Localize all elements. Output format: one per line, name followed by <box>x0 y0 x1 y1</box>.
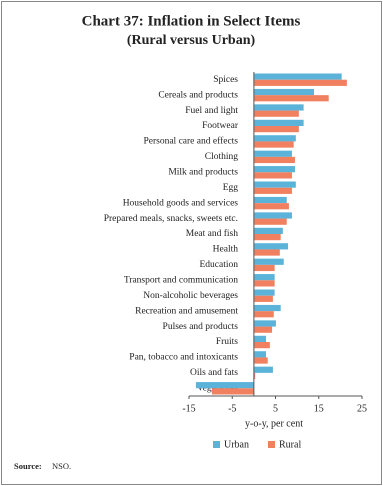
x-tick-label: 15 <box>314 403 324 414</box>
bar <box>253 104 304 111</box>
category-label: Meat and fish <box>186 228 238 239</box>
category-label: Cereals and products <box>158 90 238 100</box>
chart-subtitle: (Rural versus Urban) <box>127 33 256 48</box>
category-label: Fuel and light <box>185 106 238 116</box>
bar <box>253 126 299 133</box>
source-label: Source: <box>14 461 42 471</box>
x-tick-label: 25 <box>357 403 367 414</box>
bar <box>253 135 296 142</box>
bar <box>253 73 342 80</box>
category-label: Pan, tobacco and intoxicants <box>129 353 238 363</box>
category-label: Prepared meals, snacks, sweets etc. <box>104 214 238 224</box>
bar <box>211 388 254 395</box>
legend-swatch <box>268 441 275 448</box>
bar <box>253 218 287 225</box>
category-label: Household goods and services <box>123 198 239 208</box>
legend-swatch <box>213 441 220 448</box>
bar <box>253 357 268 364</box>
bar <box>253 166 295 173</box>
category-label: Fruits <box>216 337 238 347</box>
category-label: Transport and communication <box>124 275 238 285</box>
bar <box>253 289 275 296</box>
bar <box>253 280 275 287</box>
bar <box>253 234 281 241</box>
bar <box>253 88 314 96</box>
x-tick-label: -5 <box>228 403 236 414</box>
bar <box>253 227 283 234</box>
bar <box>195 382 254 389</box>
category-label: Oils and fats <box>190 367 238 378</box>
bar <box>253 119 304 126</box>
legend-label: Urban <box>224 439 249 450</box>
category-label: Personal care and effects <box>143 136 238 147</box>
bar <box>253 150 292 157</box>
bar <box>253 335 266 342</box>
bar <box>253 212 292 219</box>
category-label: Recreation and amusement <box>135 306 238 316</box>
bar <box>253 243 289 250</box>
category-label: Non-alcoholic beverages <box>143 291 238 301</box>
bar <box>253 203 289 210</box>
bar <box>253 274 275 281</box>
bar <box>253 181 296 188</box>
category-label: Pulses and products <box>163 322 239 332</box>
bar <box>253 366 273 373</box>
bar <box>253 156 295 164</box>
bar <box>253 295 273 302</box>
category-label: Clothing <box>205 152 239 162</box>
bar <box>253 110 299 117</box>
bar <box>253 187 292 194</box>
bar <box>253 79 347 86</box>
bar <box>253 372 256 380</box>
bar <box>253 264 275 272</box>
bar <box>253 351 266 358</box>
bar <box>253 311 274 318</box>
bar <box>253 258 284 265</box>
bar <box>253 320 276 327</box>
legend-label: Rural <box>279 439 301 450</box>
category-label: Milk and products <box>168 167 238 177</box>
category-label: Egg <box>223 183 239 193</box>
category-label: Health <box>213 245 239 255</box>
bar <box>253 141 294 148</box>
bar <box>253 196 287 204</box>
bar <box>253 342 270 349</box>
x-tick-label: -15 <box>182 403 195 414</box>
category-label: Education <box>199 260 238 270</box>
bar <box>253 249 280 256</box>
source: NSO. <box>52 461 71 471</box>
bar <box>253 95 329 102</box>
x-axis-label: y-o-y, per cent <box>245 418 303 429</box>
category-label: Footwear <box>202 121 239 131</box>
x-tick-label: 5 <box>273 403 278 414</box>
bar <box>253 304 281 312</box>
chart-title: Chart 37: Inflation in Select Items <box>82 13 301 29</box>
bar <box>253 326 273 333</box>
bar <box>253 172 292 179</box>
category-label: Spices <box>213 75 238 85</box>
